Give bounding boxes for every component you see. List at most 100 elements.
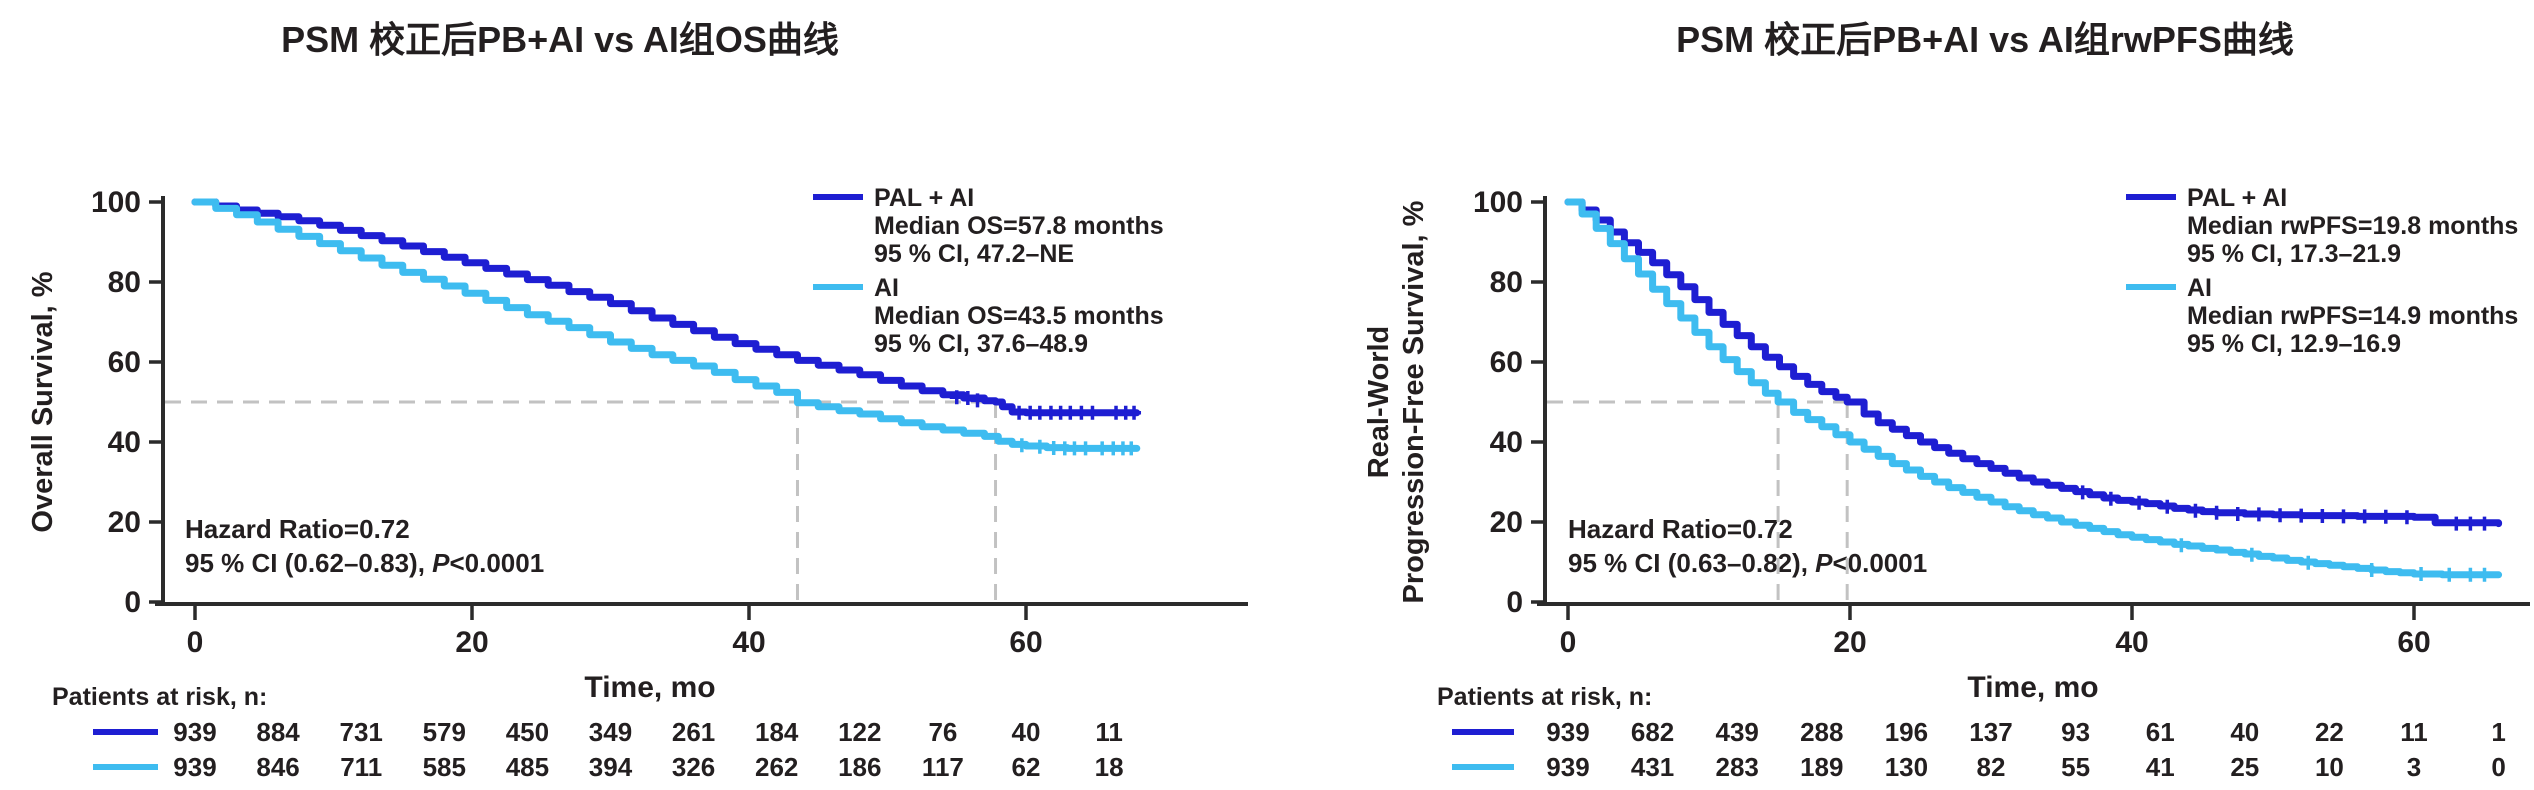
rwpfs-legend-pal-ai-median: Median rwPFS=19.8 months <box>2187 212 2518 240</box>
rwpfs-x-tick-label-0: 0 <box>1560 626 1577 659</box>
os-legend-pal-ai-ci: 95 % CI, 47.2–NE <box>874 240 1074 268</box>
os-chart-title: PSM 校正后PB+AI vs AI组OS曲线 <box>281 19 839 60</box>
os-risk-count-ai-t60: 62 <box>1012 752 1041 782</box>
rwpfs-risk-count-ai-t18: 189 <box>1800 752 1843 782</box>
os-censor-mark-palai <box>960 391 975 405</box>
rwpfs-risk-count-palai-t30: 137 <box>1969 717 2012 747</box>
os-risk-count-ai-t30: 394 <box>589 752 633 782</box>
os-legend-ai-ci: 95 % CI, 37.6–48.9 <box>874 330 1088 358</box>
rwpfs-censor-mark-palai <box>2294 508 2309 523</box>
rwpfs-risk-count-palai-t48: 40 <box>2230 717 2259 747</box>
os-y-tick-label-0: 0 <box>124 586 141 619</box>
os-y-tick-label-20: 20 <box>108 506 141 539</box>
os-censor-mark-ai <box>1032 439 1047 454</box>
os-risk-count-palai-t30: 349 <box>589 717 632 747</box>
os-censor-mark-palai <box>970 393 985 408</box>
rwpfs-risk-count-ai-t66: 0 <box>2491 752 2505 782</box>
rwpfs-censor-mark-palai <box>2357 509 2372 524</box>
os-x-tick-label-20: 20 <box>455 626 488 659</box>
rwpfs-risk-count-ai-t6: 431 <box>1631 752 1674 782</box>
rwpfs-censor-mark-palai <box>2477 516 2492 531</box>
rwpfs-hazard-ratio-text: Hazard Ratio=0.72 <box>1568 514 1793 544</box>
rwpfs-censor-mark-palai <box>2251 507 2266 522</box>
rwpfs-x-axis-label: Time, mo <box>1967 671 2098 704</box>
rwpfs-censor-mark-palai <box>2209 505 2224 520</box>
rwpfs-censor-mark-palai <box>2399 510 2414 525</box>
os-risk-count-ai-t66: 18 <box>1095 752 1124 782</box>
rwpfs-risk-count-palai-t6: 682 <box>1631 717 1674 747</box>
os-censor-mark-ai <box>1124 441 1139 456</box>
rwpfs-y-tick-label-100: 100 <box>1473 186 1523 219</box>
rwpfs-risk-count-palai-t54: 22 <box>2315 717 2344 747</box>
os-risk-count-palai-t24: 450 <box>506 717 549 747</box>
os-risk-count-palai-t48: 122 <box>838 717 881 747</box>
rwpfs-censor-mark-palai <box>2449 516 2464 531</box>
rwpfs-y-tick-label-40: 40 <box>1490 426 1523 459</box>
rwpfs-censor-mark-palai <box>2230 507 2245 521</box>
os-risk-count-palai-t6: 884 <box>256 717 300 747</box>
rwpfs-y-tick-label-80: 80 <box>1490 266 1523 299</box>
rwpfs-chart-title: PSM 校正后PB+AI vs AI组rwPFS曲线 <box>1676 19 2294 60</box>
rwpfs-censor-mark-ai <box>2244 547 2259 562</box>
os-legend: PAL + AI Median OS=57.8 months 95 % CI, … <box>813 184 1164 358</box>
rwpfs-risk-count-palai-t60: 11 <box>2400 717 2428 747</box>
rwpfs-risk-count-ai-t48: 25 <box>2230 752 2259 782</box>
rwpfs-x-tick-label-40: 40 <box>2115 626 2148 659</box>
rwpfs-legend-ai-label: AI <box>2187 274 2212 302</box>
os-risk-count-palai-t12: 731 <box>340 717 383 747</box>
os-risk-count-palai-t36: 261 <box>672 717 715 747</box>
rwpfs-y-tick-label-0: 0 <box>1506 586 1523 619</box>
rwpfs-legend-pal-ai-ci: 95 % CI, 17.3–21.9 <box>2187 240 2401 268</box>
rwpfs-risk-count-ai-t24: 130 <box>1885 752 1928 782</box>
os-risk-count-ai-t12: 711 <box>340 752 382 782</box>
rwpfs-censor-mark-ai <box>2364 563 2379 577</box>
os-hazard-ratio-text: Hazard Ratio=0.72 <box>185 514 410 544</box>
rwpfs-risk-count-ai-t54: 10 <box>2315 752 2344 782</box>
rwpfs-censor-mark-palai <box>2160 499 2175 514</box>
os-ci-text: 95 % CI (0.62–0.83), <box>185 548 432 578</box>
rwpfs-legend: PAL + AI Median rwPFS=19.8 months 95 % C… <box>2126 184 2518 358</box>
rwpfs-censor-mark-palai <box>2075 485 2090 500</box>
os-risk-count-ai-t0: 939 <box>173 752 216 782</box>
rwpfs-y-axis-label-line1: Real-World <box>1363 326 1395 479</box>
rwpfs-risk-count-palai-t12: 439 <box>1716 717 1759 747</box>
os-x-tick-label-40: 40 <box>732 626 765 659</box>
rwpfs-risk-count-palai-t18: 288 <box>1800 717 1843 747</box>
os-risk-count-ai-t24: 485 <box>506 752 549 782</box>
os-risk-count-ai-t18: 585 <box>423 752 466 782</box>
os-risk-count-palai-t66: 11 <box>1095 717 1123 747</box>
rwpfs-censor-mark-ai <box>2463 567 2478 582</box>
os-plot-area: 0 20 40 60 80 100 0 20 40 60 939 884 731 579 450 349 261… <box>91 186 1248 782</box>
rwpfs-censor-mark-palai <box>2188 503 2203 518</box>
rwpfs-y-axis-label-line2: Progression-Free Survival, % <box>1398 200 1430 603</box>
os-legend-ai-label: AI <box>874 274 899 302</box>
os-y-tick-label-100: 100 <box>91 186 141 219</box>
rwpfs-y-tick-label-20: 20 <box>1490 506 1523 539</box>
rwpfs-risk-count-ai-t36: 55 <box>2061 752 2090 782</box>
os-ci-p-text: 95 % CI (0.62–0.83), P<0.0001 <box>185 548 544 578</box>
os-chart-panel: PSM 校正后PB+AI vs AI组OS曲线 Overall Survival… <box>27 19 1248 782</box>
os-km-curve-ai <box>191 198 1141 452</box>
rwpfs-censor-mark-palai <box>2336 509 2351 524</box>
os-legend-pal-ai-median: Median OS=57.8 months <box>874 212 1164 240</box>
os-risk-count-palai-t54: 76 <box>928 717 957 747</box>
os-risk-count-palai-t42: 184 <box>755 717 799 747</box>
rwpfs-censor-mark-palai <box>2103 491 2118 506</box>
os-risk-count-ai-t6: 846 <box>256 752 299 782</box>
os-km-curve-palai <box>191 198 1141 417</box>
rwpfs-risk-count-palai-t0: 939 <box>1546 717 1589 747</box>
os-y-tick-label-40: 40 <box>108 426 141 459</box>
os-censor-mark-ai <box>1078 441 1093 456</box>
rwpfs-ci-text: 95 % CI (0.63–0.82), <box>1568 548 1815 578</box>
os-risk-count-ai-t42: 262 <box>755 752 798 782</box>
rwpfs-risk-count-palai-t24: 196 <box>1885 717 1928 747</box>
rwpfs-censor-mark-palai <box>2315 509 2330 523</box>
os-risk-count-palai-t60: 40 <box>1012 717 1041 747</box>
rwpfs-censor-mark-palai <box>2463 516 2478 531</box>
os-risk-count-ai-t54: 117 <box>922 752 964 782</box>
os-censor-mark-ai <box>1014 438 1029 453</box>
rwpfs-x-tick-label-60: 60 <box>2397 626 2430 659</box>
